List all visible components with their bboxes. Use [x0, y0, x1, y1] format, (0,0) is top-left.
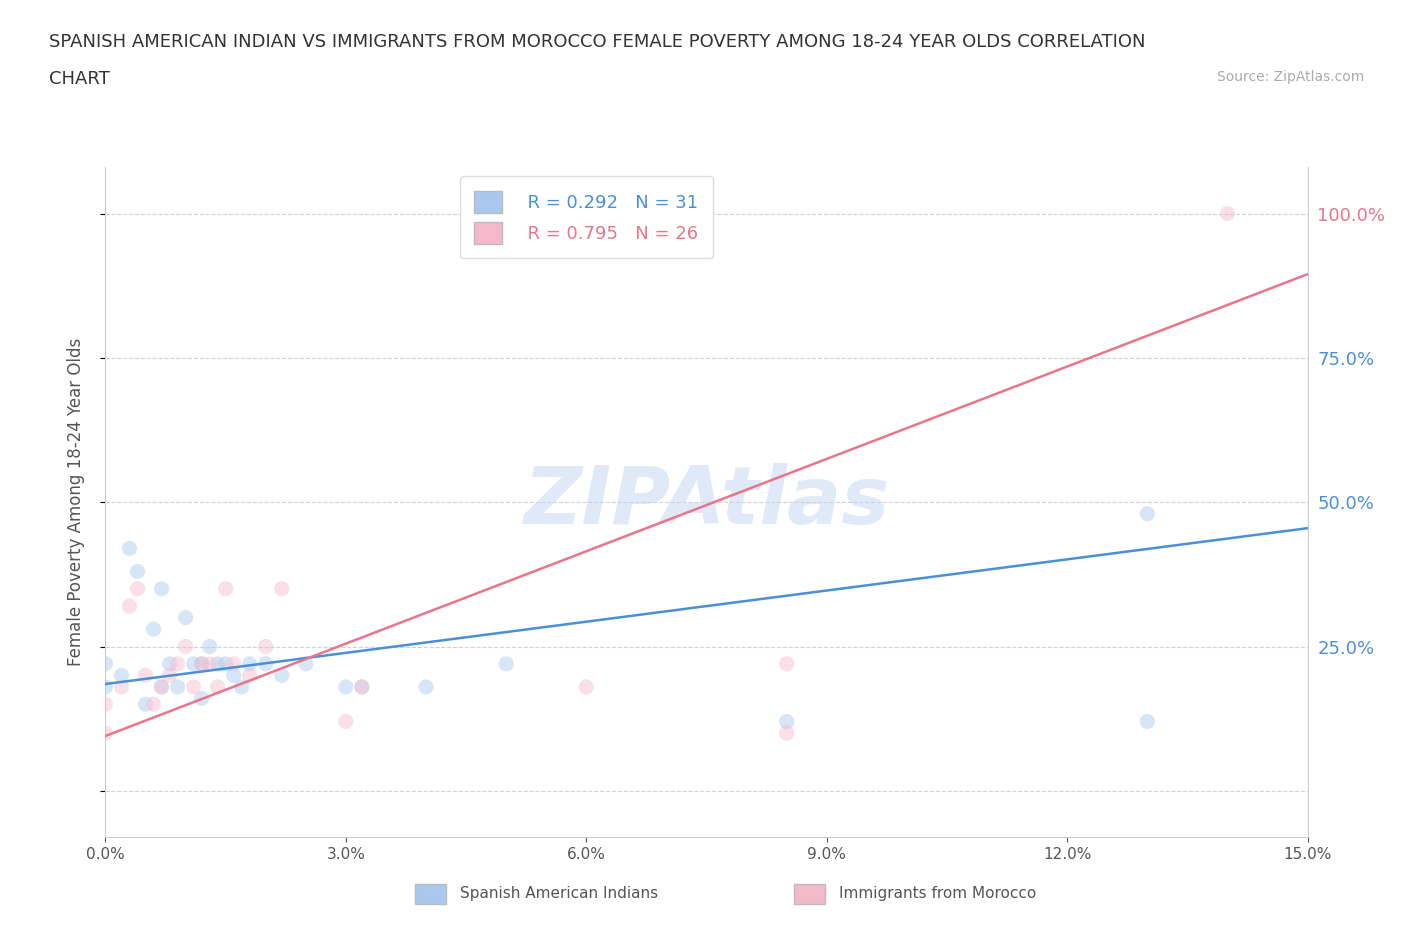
Point: [1136, 714, 1159, 729]
Text: Spanish American Indians: Spanish American Indians: [460, 886, 658, 901]
Point: [190, 657, 212, 671]
Text: CHART: CHART: [49, 70, 110, 87]
Point: [270, 581, 292, 596]
Point: [1216, 206, 1239, 221]
Point: [776, 725, 799, 740]
Point: [118, 599, 141, 614]
Point: [295, 657, 318, 671]
Point: [110, 668, 132, 683]
Point: [174, 639, 197, 654]
Point: [142, 697, 165, 711]
Point: [135, 668, 157, 683]
Point: [350, 680, 373, 695]
Point: [198, 639, 221, 654]
Point: [94, 657, 117, 671]
Point: [183, 657, 205, 671]
Point: [183, 680, 205, 695]
Point: [159, 668, 181, 683]
Point: [190, 691, 212, 706]
Y-axis label: Female Poverty Among 18-24 Year Olds: Female Poverty Among 18-24 Year Olds: [66, 339, 84, 666]
Point: [254, 639, 277, 654]
Point: [575, 680, 598, 695]
Point: [1136, 506, 1159, 521]
Text: SPANISH AMERICAN INDIAN VS IMMIGRANTS FROM MOROCCO FEMALE POVERTY AMONG 18-24 YE: SPANISH AMERICAN INDIAN VS IMMIGRANTS FR…: [49, 33, 1146, 50]
Point: [214, 657, 236, 671]
Point: [222, 668, 245, 683]
Point: [270, 668, 292, 683]
Point: [94, 680, 117, 695]
Point: [222, 657, 245, 671]
Point: [239, 668, 262, 683]
Point: [335, 714, 357, 729]
Point: [127, 564, 149, 578]
Point: [776, 657, 799, 671]
Point: [135, 697, 157, 711]
Point: [127, 581, 149, 596]
Point: [335, 680, 357, 695]
Point: [207, 657, 229, 671]
Point: [110, 680, 132, 695]
Point: [350, 680, 373, 695]
Legend:   R = 0.292   N = 31,   R = 0.795   N = 26: R = 0.292 N = 31, R = 0.795 N = 26: [460, 177, 713, 259]
Point: [94, 725, 117, 740]
Point: [94, 697, 117, 711]
Point: [174, 610, 197, 625]
Point: [150, 680, 173, 695]
Point: [166, 657, 188, 671]
Point: [231, 680, 253, 695]
Point: [214, 581, 236, 596]
Text: ZIPAtlas: ZIPAtlas: [523, 463, 890, 541]
Point: [495, 657, 517, 671]
Point: [190, 657, 212, 671]
Point: [166, 680, 188, 695]
Point: [142, 622, 165, 637]
Text: Immigrants from Morocco: Immigrants from Morocco: [839, 886, 1036, 901]
Point: [150, 581, 173, 596]
Point: [415, 680, 437, 695]
Point: [150, 680, 173, 695]
Point: [159, 657, 181, 671]
Point: [239, 657, 262, 671]
Point: [198, 657, 221, 671]
Point: [207, 680, 229, 695]
Point: [118, 541, 141, 556]
Point: [776, 714, 799, 729]
Point: [254, 657, 277, 671]
Text: Source: ZipAtlas.com: Source: ZipAtlas.com: [1216, 70, 1364, 84]
